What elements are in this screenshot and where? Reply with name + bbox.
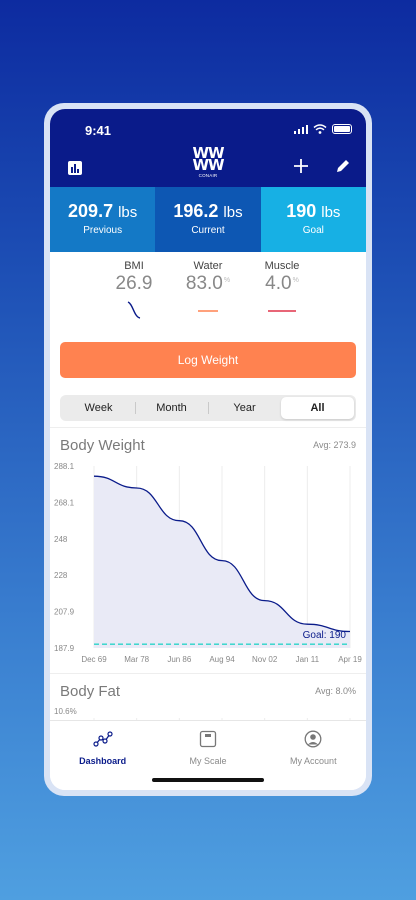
period-year[interactable]: Year <box>208 397 281 419</box>
plus-icon <box>294 159 308 173</box>
body-weight-avg: Avg: 273.9 <box>313 440 356 450</box>
logo-main: WW <box>192 144 224 162</box>
logo-main-second: WW <box>192 156 224 174</box>
current-weight-tile[interactable]: 196.2 lbs Current <box>155 187 261 252</box>
y-tick-label: 187.9 <box>54 644 75 653</box>
previous-weight-unit: lbs <box>118 204 138 221</box>
metric-water-unit: % <box>223 276 231 284</box>
period-selector: Week Month Year All <box>60 395 356 421</box>
previous-weight-tile[interactable]: 209.7 lbs Previous <box>50 187 156 252</box>
weight-summary: 209.7 lbs Previous 196.2 lbs Current 190… <box>50 187 366 252</box>
x-tick-label: Mar 78 <box>124 655 149 664</box>
app-screen: 9:41 WW WW CONAIR <box>50 109 366 790</box>
body-metrics: BMI 26.9 Water 83.0% Muscle 4.0% <box>50 252 366 342</box>
nav-dashboard[interactable]: Dashboard <box>50 721 155 790</box>
status-time: 9:41 <box>85 123 112 138</box>
body-fat-avg: Avg: 8.0% <box>315 686 356 696</box>
metric-water[interactable]: Water 83.0% <box>174 260 242 342</box>
period-week[interactable]: Week <box>62 397 135 419</box>
body-weight-area <box>94 476 350 648</box>
bmi-trend-icon <box>127 301 141 319</box>
goal-weight-label: Goal <box>302 225 324 236</box>
battery-icon <box>332 124 352 134</box>
x-tick-label: Apr 19 <box>338 655 362 664</box>
body-fat-title: Body Fat <box>60 682 121 700</box>
x-tick-label: Jan 11 <box>296 655 320 664</box>
previous-weight-label: Previous <box>83 225 123 236</box>
phone-frame: 9:41 WW WW CONAIR <box>44 103 372 796</box>
wifi-icon <box>313 124 327 134</box>
metric-muscle[interactable]: Muscle 4.0% <box>248 260 316 342</box>
nav-dashboard-label: Dashboard <box>79 756 127 766</box>
y-tick-label: 288.1 <box>54 462 75 471</box>
body-weight-title: Body Weight <box>60 436 145 454</box>
goal-weight-value: 190 <box>286 201 317 221</box>
metric-muscle-unit: % <box>292 276 299 284</box>
current-weight-value: 196.2 <box>173 201 219 221</box>
pencil-icon <box>337 160 349 172</box>
bottom-nav: Dashboard My Scale My Account <box>50 720 366 790</box>
chart-icon <box>68 161 82 175</box>
x-tick-label: Jun 86 <box>167 655 192 664</box>
goal-weight-unit: lbs <box>321 204 341 221</box>
edit-button[interactable] <box>332 155 354 177</box>
y-tick-label: 10.6% <box>54 707 77 716</box>
previous-weight-value: 209.7 <box>68 201 114 221</box>
nav-my-scale-label: My Scale <box>189 756 227 766</box>
body-weight-chart[interactable]: 288.1 268.1 248 228 207.9 187.9 Dec 69 Mar 78 Ju… <box>50 458 366 668</box>
period-all[interactable]: All <box>281 397 354 419</box>
current-weight-label: Current <box>191 225 225 236</box>
metric-water-value: 83.0 <box>185 273 223 294</box>
goal-weight-tile[interactable]: 190 lbs Goal <box>260 187 366 252</box>
nav-my-scale[interactable]: My Scale <box>155 721 260 790</box>
metric-water-name: Water <box>193 260 223 272</box>
add-button[interactable] <box>290 155 312 177</box>
metric-bmi-name: BMI <box>124 260 144 272</box>
y-tick-label: 268.1 <box>54 498 75 507</box>
y-tick-label: 207.9 <box>54 608 75 617</box>
scale-icon <box>199 730 217 748</box>
x-tick-label: Dec 69 <box>81 655 107 664</box>
period-month[interactable]: Month <box>135 397 208 419</box>
metric-muscle-value: 4.0 <box>265 273 292 294</box>
log-weight-button[interactable]: Log Weight <box>60 342 356 378</box>
metric-bmi-value: 26.9 <box>115 273 153 294</box>
x-tick-label: Aug 94 <box>209 655 235 664</box>
dashboard-icon <box>93 731 113 747</box>
metric-bmi[interactable]: BMI 26.9 <box>100 260 168 342</box>
water-trend-icon <box>198 310 218 312</box>
body-weight-card: Body Weight Avg: 273.9 288.1 268.1 248 228 2… <box>50 427 366 673</box>
y-tick-label: 248 <box>54 535 68 544</box>
account-icon <box>304 730 322 748</box>
metric-muscle-name: Muscle <box>264 260 300 272</box>
status-icons <box>293 124 352 134</box>
current-weight-unit: lbs <box>223 204 243 221</box>
logo-sub: CONAIR <box>198 173 218 178</box>
muscle-trend-icon <box>268 310 296 312</box>
goal-label: Goal: 190 <box>303 630 347 641</box>
x-tick-label: Nov 02 <box>252 655 278 664</box>
chart-button[interactable] <box>64 157 86 179</box>
home-indicator <box>152 778 264 782</box>
y-tick-label: 228 <box>54 571 68 580</box>
nav-my-account-label: My Account <box>290 756 337 766</box>
nav-my-account[interactable]: My Account <box>261 721 366 790</box>
cellular-signal-icon <box>293 124 308 134</box>
header-actions <box>290 155 354 177</box>
brand-logo: WW WW CONAIR <box>192 144 224 179</box>
top-bar: 9:41 WW WW CONAIR <box>50 109 366 187</box>
